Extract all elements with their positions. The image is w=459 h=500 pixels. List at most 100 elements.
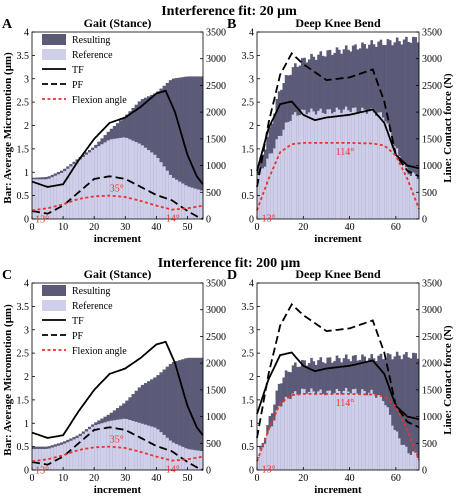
- bar-reference: [150, 152, 154, 219]
- ylabel-right-top: Line: Contact force (N): [442, 73, 454, 183]
- bar-resulting: [196, 357, 201, 470]
- bar-reference: [354, 388, 357, 470]
- ytick-left-label: 3.5: [242, 302, 255, 313]
- bar-reference: [340, 112, 343, 219]
- bar-reference: [347, 391, 350, 470]
- bar-reference: [405, 167, 408, 219]
- bar-reference: [393, 146, 397, 219]
- bar-reference: [358, 111, 362, 219]
- bar-reference: [131, 140, 135, 219]
- bar-resulting: [414, 353, 417, 470]
- bar-reference: [137, 143, 142, 219]
- bar-resulting: [398, 355, 401, 470]
- bar-reference: [287, 122, 290, 219]
- bar-reference: [69, 440, 73, 470]
- bar-reference: [156, 157, 160, 219]
- panel-title: Gait (Stance): [84, 267, 152, 281]
- bar-reference: [305, 393, 309, 470]
- bar-reference: [400, 444, 404, 470]
- legend-swatch-reference: [42, 300, 66, 311]
- xtick-label: 40: [345, 222, 355, 233]
- bar-reference: [162, 166, 166, 219]
- legend-swatch-resulting: [42, 34, 66, 45]
- bar-reference: [338, 391, 341, 470]
- bar-reference: [35, 448, 39, 470]
- xtick-label: 50: [182, 222, 192, 233]
- bar-reference: [270, 426, 274, 470]
- bar-reference: [312, 111, 316, 219]
- ytick-right-label: 2000: [206, 108, 226, 119]
- bar-reference: [91, 150, 95, 219]
- panel-letter: C: [2, 268, 12, 283]
- bar-reference: [289, 120, 293, 219]
- bar-reference: [268, 427, 272, 470]
- bar-resulting: [393, 356, 397, 470]
- bar-reference: [328, 390, 332, 470]
- bar-reference: [32, 179, 36, 219]
- bar-reference: [266, 158, 269, 219]
- bar-reference: [199, 190, 204, 219]
- flexion-annotation: 13°: [262, 213, 276, 224]
- ytick-left-label: 1: [24, 419, 29, 430]
- panel-title: Deep Knee Bend: [295, 267, 381, 281]
- ytick-left-label: 1.5: [17, 144, 30, 155]
- xtick-label: 60: [391, 222, 401, 233]
- bar-reference: [351, 107, 355, 219]
- bar-reference: [284, 122, 288, 219]
- bar-reference: [153, 427, 157, 470]
- tf-line: [256, 351, 420, 421]
- ytick-right-label: 3500: [206, 279, 226, 290]
- xtick-label: 40: [151, 473, 161, 484]
- bar-reference: [365, 113, 369, 219]
- flexion-annotation: 13°: [262, 464, 276, 475]
- bar-reference: [72, 164, 76, 219]
- bar-reference: [391, 141, 394, 219]
- ytick-left-label: 2.5: [17, 98, 30, 109]
- bar-reference: [181, 183, 185, 219]
- panel-c: C Gait (Stance)00.511.522.533.54050010001…: [2, 267, 226, 496]
- bar-reference: [32, 448, 36, 470]
- bar-reference: [263, 166, 267, 219]
- ytick-right-label: 3000: [206, 305, 226, 316]
- bar-reference: [298, 394, 302, 470]
- bar-reference: [259, 168, 262, 219]
- bar-reference: [407, 174, 411, 219]
- bar-reference: [386, 123, 390, 219]
- bar-reference: [100, 144, 104, 219]
- bar-resulting: [187, 76, 191, 219]
- bar-resulting: [159, 372, 163, 470]
- bar-reference: [140, 145, 145, 219]
- bar-reference: [143, 147, 148, 219]
- bar-reference: [372, 112, 376, 219]
- bar-reference: [187, 186, 191, 219]
- bar-reference: [94, 425, 98, 470]
- bar-reference: [344, 106, 348, 219]
- bar-reference: [168, 440, 173, 470]
- ytick-left-label: 0.5: [17, 442, 30, 453]
- bar-reference: [266, 433, 269, 470]
- bar-reference: [196, 450, 201, 470]
- bar-resulting: [407, 357, 411, 470]
- ytick-left-label: 4: [249, 279, 254, 290]
- bar-reference: [193, 450, 198, 470]
- bar-resulting: [156, 91, 160, 219]
- panel-d: D Deep Knee Bend00.511.522.533.5405001000…: [227, 267, 442, 496]
- xtick-label: 40: [345, 473, 355, 484]
- bar-reference: [125, 137, 129, 219]
- ytick-right-label: 3000: [422, 54, 442, 65]
- panel-a: A Gait (Stance)00.511.522.533.54050010001…: [2, 16, 226, 245]
- bar-reference: [342, 109, 346, 219]
- bar-reference: [324, 395, 327, 470]
- bar-reference: [381, 401, 385, 470]
- bar-reference: [416, 179, 420, 219]
- bar-reference: [407, 453, 411, 470]
- ytick-right-label: 1000: [422, 412, 442, 423]
- ytick-left-label: 1.5: [17, 395, 30, 406]
- tf-line: [31, 89, 204, 188]
- bar-reference: [109, 420, 114, 470]
- bar-reference: [370, 389, 374, 470]
- ytick-left-label: 0.5: [242, 191, 255, 202]
- bar-reference: [38, 179, 42, 219]
- bar-reference: [147, 425, 151, 470]
- bar-reference: [296, 394, 299, 470]
